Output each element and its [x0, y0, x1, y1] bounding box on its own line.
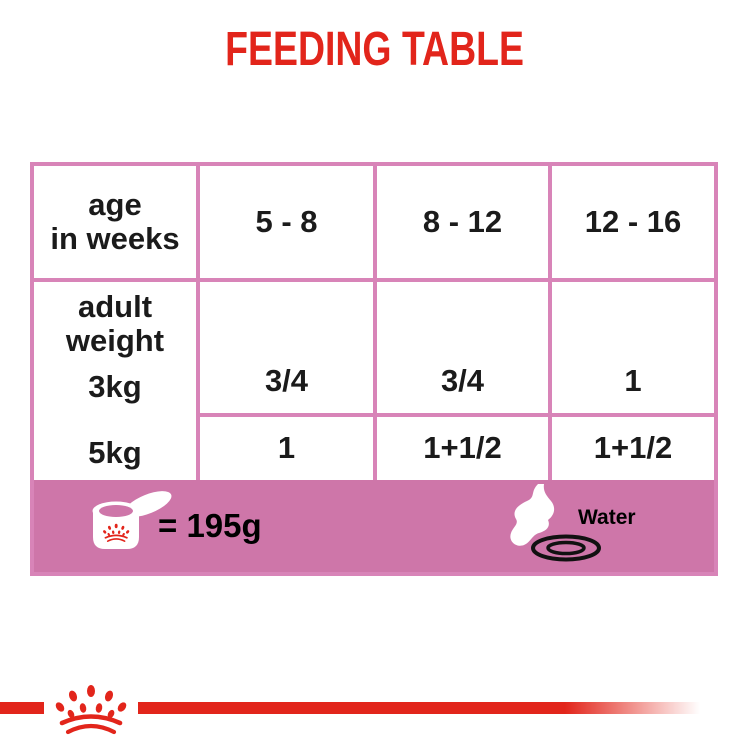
open-can-icon: [90, 489, 186, 561]
water-splash-icon: Water: [490, 482, 650, 570]
weight-5kg-label: 5kg: [88, 435, 142, 471]
royal-canin-crown-icon: [50, 683, 132, 735]
weight-3kg-label: 3kg: [88, 369, 142, 405]
value-3kg-weeks-8-12: 3/4: [377, 282, 552, 417]
value-3kg-weeks-12-16: 1: [552, 282, 714, 417]
water-label: Water: [578, 506, 636, 529]
feeding-table: age in weeks 5 - 8 8 - 12 12 - 16 adult …: [30, 162, 718, 576]
weight-column-cell: adult weight 3kg 5kg: [34, 282, 200, 480]
header-cell-weeks-12-16: 12 - 16: [552, 166, 714, 282]
value-5kg-weeks-5-8: 1: [200, 417, 377, 480]
page-title-text: FEEDING TABLE: [225, 23, 525, 76]
weight-label-line2: weight: [65, 323, 165, 359]
value-3kg-weeks-5-8: 3/4: [200, 282, 377, 417]
header-cell-weeks-5-8: 5 - 8: [200, 166, 377, 282]
value-5kg-weeks-8-12: 1+1/2: [377, 417, 552, 480]
legend-banner: = 195g Water: [34, 480, 714, 572]
brand-stripe: [0, 702, 750, 714]
can-amount-label: = 195g: [158, 507, 262, 544]
age-label-line2: in weeks: [50, 221, 180, 256]
header-cell-weeks-8-12: 8 - 12: [377, 166, 552, 282]
header-cell-age: age in weeks: [34, 166, 200, 282]
value-5kg-weeks-12-16: 1+1/2: [552, 417, 714, 480]
weight-label-line1: adult: [77, 289, 153, 324]
page-title: FEEDING TABLE: [0, 22, 750, 77]
age-label-line1: age: [88, 186, 142, 222]
